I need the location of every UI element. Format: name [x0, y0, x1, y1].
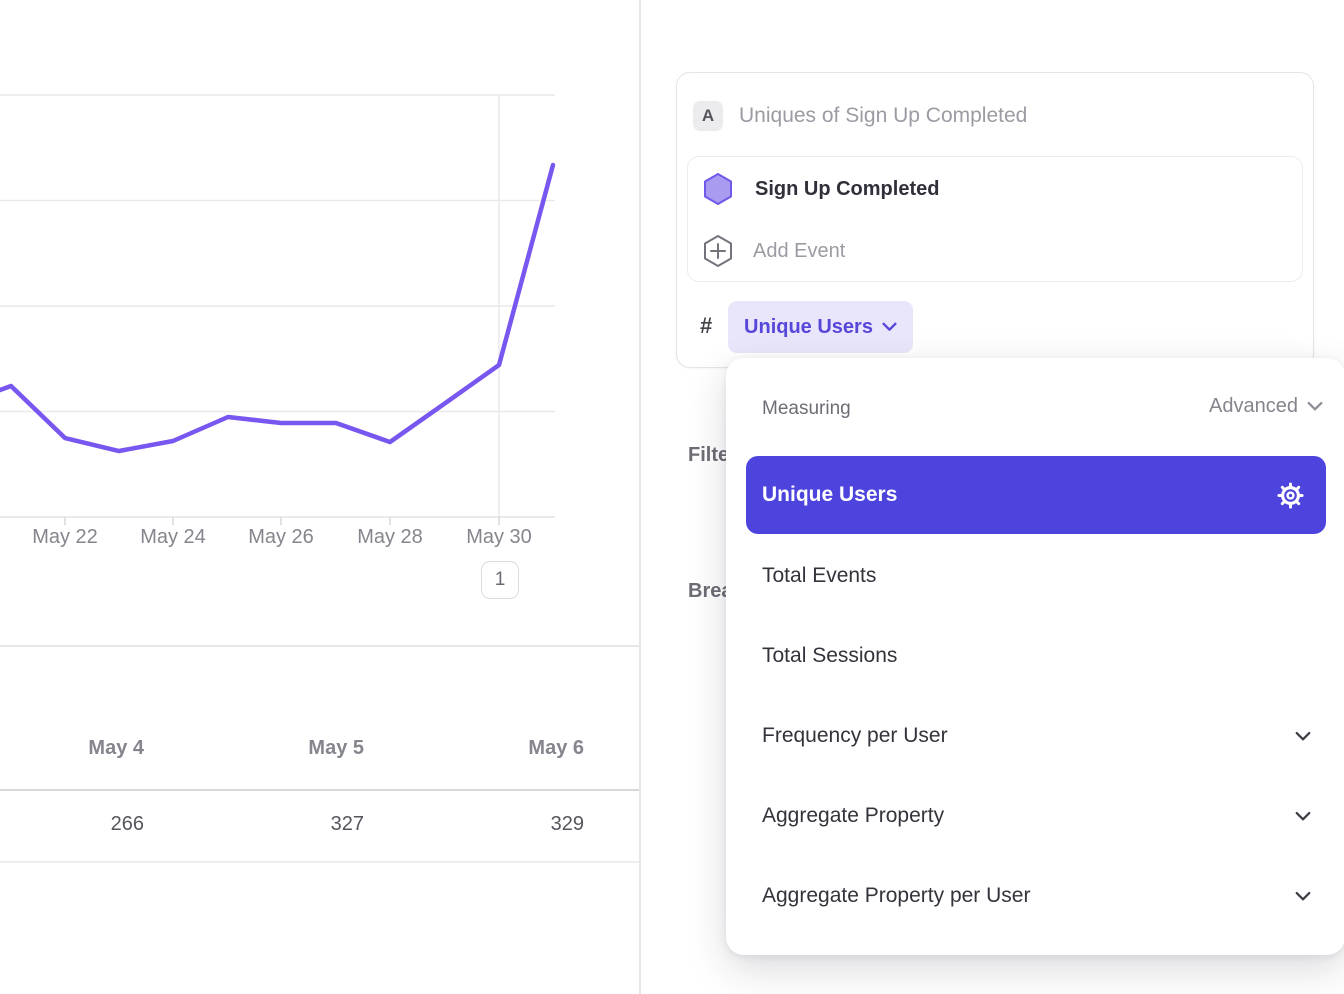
table-header-cell: May 4	[88, 737, 144, 759]
table-value-cell: 266	[110, 813, 144, 835]
menu-item-unique-users[interactable]: Unique Users	[746, 456, 1326, 534]
x-tick-label: May 26	[248, 526, 314, 548]
menu-item-total-events[interactable]: Total Events	[726, 536, 1344, 616]
table-value-cell: 329	[550, 813, 584, 835]
add-event-hexagon-plus-icon	[702, 234, 734, 268]
query-builder-card: A Uniques of Sign Up Completed Sign Up C…	[676, 72, 1314, 368]
event-hexagon-icon	[702, 172, 734, 206]
table-header-cell: May 6	[528, 737, 584, 759]
measuring-header-label: Measuring	[762, 398, 851, 419]
advanced-mode-label: Advanced	[1209, 395, 1298, 417]
event-name-label: Sign Up Completed	[755, 177, 940, 200]
x-tick-label: May 30	[466, 526, 532, 548]
measurement-button-label: Unique Users	[744, 315, 873, 338]
event-list-card: Sign Up Completed Add Event	[687, 156, 1303, 282]
menu-item-label: Total Events	[762, 564, 877, 587]
series-title: Uniques of Sign Up Completed	[739, 104, 1028, 127]
filter-section-label: Filter	[688, 444, 737, 466]
menu-item-aggregate-property[interactable]: Aggregate Property	[726, 776, 1344, 856]
series-a-badge[interactable]: A	[693, 101, 723, 131]
chevron-down-icon	[1295, 891, 1311, 902]
x-tick-label: May 24	[140, 526, 206, 548]
chevron-down-icon	[882, 322, 897, 332]
menu-item-label: Aggregate Property per User	[762, 884, 1031, 907]
menu-item-aggregate-property-per-user[interactable]: Aggregate Property per User	[726, 856, 1344, 936]
menu-item-label: Total Sessions	[762, 644, 898, 667]
chevron-down-icon	[1307, 401, 1323, 412]
pane-divider	[639, 0, 641, 994]
x-axis-ticks	[64, 517, 500, 525]
add-event-label: Add Event	[753, 239, 846, 262]
menu-item-total-sessions[interactable]: Total Sessions	[726, 616, 1344, 696]
chevron-down-icon	[1295, 731, 1311, 742]
metric-hash-symbol: #	[700, 313, 713, 338]
trend-line	[0, 162, 556, 454]
add-event-button[interactable]: Add Event	[688, 220, 1302, 282]
x-tick-label: May 28	[357, 526, 423, 548]
menu-item-label: Aggregate Property	[762, 804, 945, 827]
advanced-mode-selector[interactable]: Advanced	[1209, 395, 1323, 418]
table-row-divider	[0, 861, 639, 863]
table-value-cell: 327	[330, 813, 364, 835]
menu-item-label: Unique Users	[762, 483, 898, 506]
table-top-divider	[0, 645, 639, 647]
measurement-dropdown-button[interactable]: Unique Users	[728, 301, 913, 353]
menu-item-frequency-per-user[interactable]: Frequency per User	[726, 696, 1344, 776]
menu-item-label: Frequency per User	[762, 724, 948, 747]
annotation-marker-badge[interactable]: 1	[481, 561, 519, 599]
gear-icon[interactable]	[1277, 481, 1304, 509]
line-chart	[0, 94, 556, 525]
table-header-cell: May 5	[308, 737, 364, 759]
chart-gridlines	[0, 94, 555, 413]
x-tick-label: May 22	[32, 526, 98, 548]
event-row-sign-up-completed[interactable]: Sign Up Completed	[688, 158, 1302, 220]
chevron-down-icon	[1295, 811, 1311, 822]
table-header-underline	[0, 789, 639, 791]
measuring-dropdown-menu: Measuring Advanced Unique Users	[726, 358, 1344, 955]
